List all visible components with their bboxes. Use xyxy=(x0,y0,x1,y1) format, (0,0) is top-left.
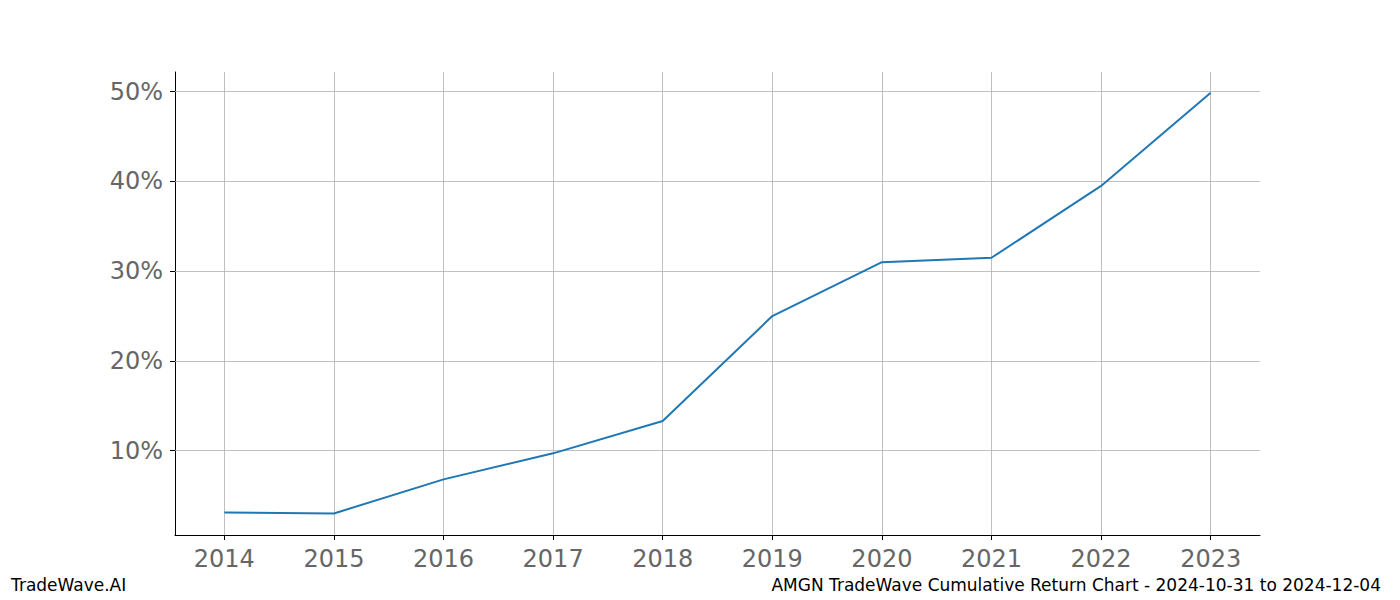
svg-text:2021: 2021 xyxy=(961,545,1022,573)
svg-text:2020: 2020 xyxy=(851,545,912,573)
svg-text:2023: 2023 xyxy=(1180,545,1241,573)
svg-text:2014: 2014 xyxy=(194,545,255,573)
svg-text:2019: 2019 xyxy=(742,545,803,573)
svg-text:AMGN TradeWave Cumulative Retu: AMGN TradeWave Cumulative Return Chart -… xyxy=(771,575,1381,595)
svg-text:50%: 50% xyxy=(110,78,163,106)
svg-text:TradeWave.AI: TradeWave.AI xyxy=(10,575,126,595)
svg-text:2016: 2016 xyxy=(413,545,474,573)
svg-text:2015: 2015 xyxy=(303,545,364,573)
svg-text:30%: 30% xyxy=(110,257,163,285)
svg-text:40%: 40% xyxy=(110,167,163,195)
svg-text:20%: 20% xyxy=(110,347,163,375)
svg-text:2017: 2017 xyxy=(523,545,584,573)
svg-text:10%: 10% xyxy=(110,437,163,465)
svg-text:2022: 2022 xyxy=(1071,545,1132,573)
svg-text:2018: 2018 xyxy=(632,545,693,573)
